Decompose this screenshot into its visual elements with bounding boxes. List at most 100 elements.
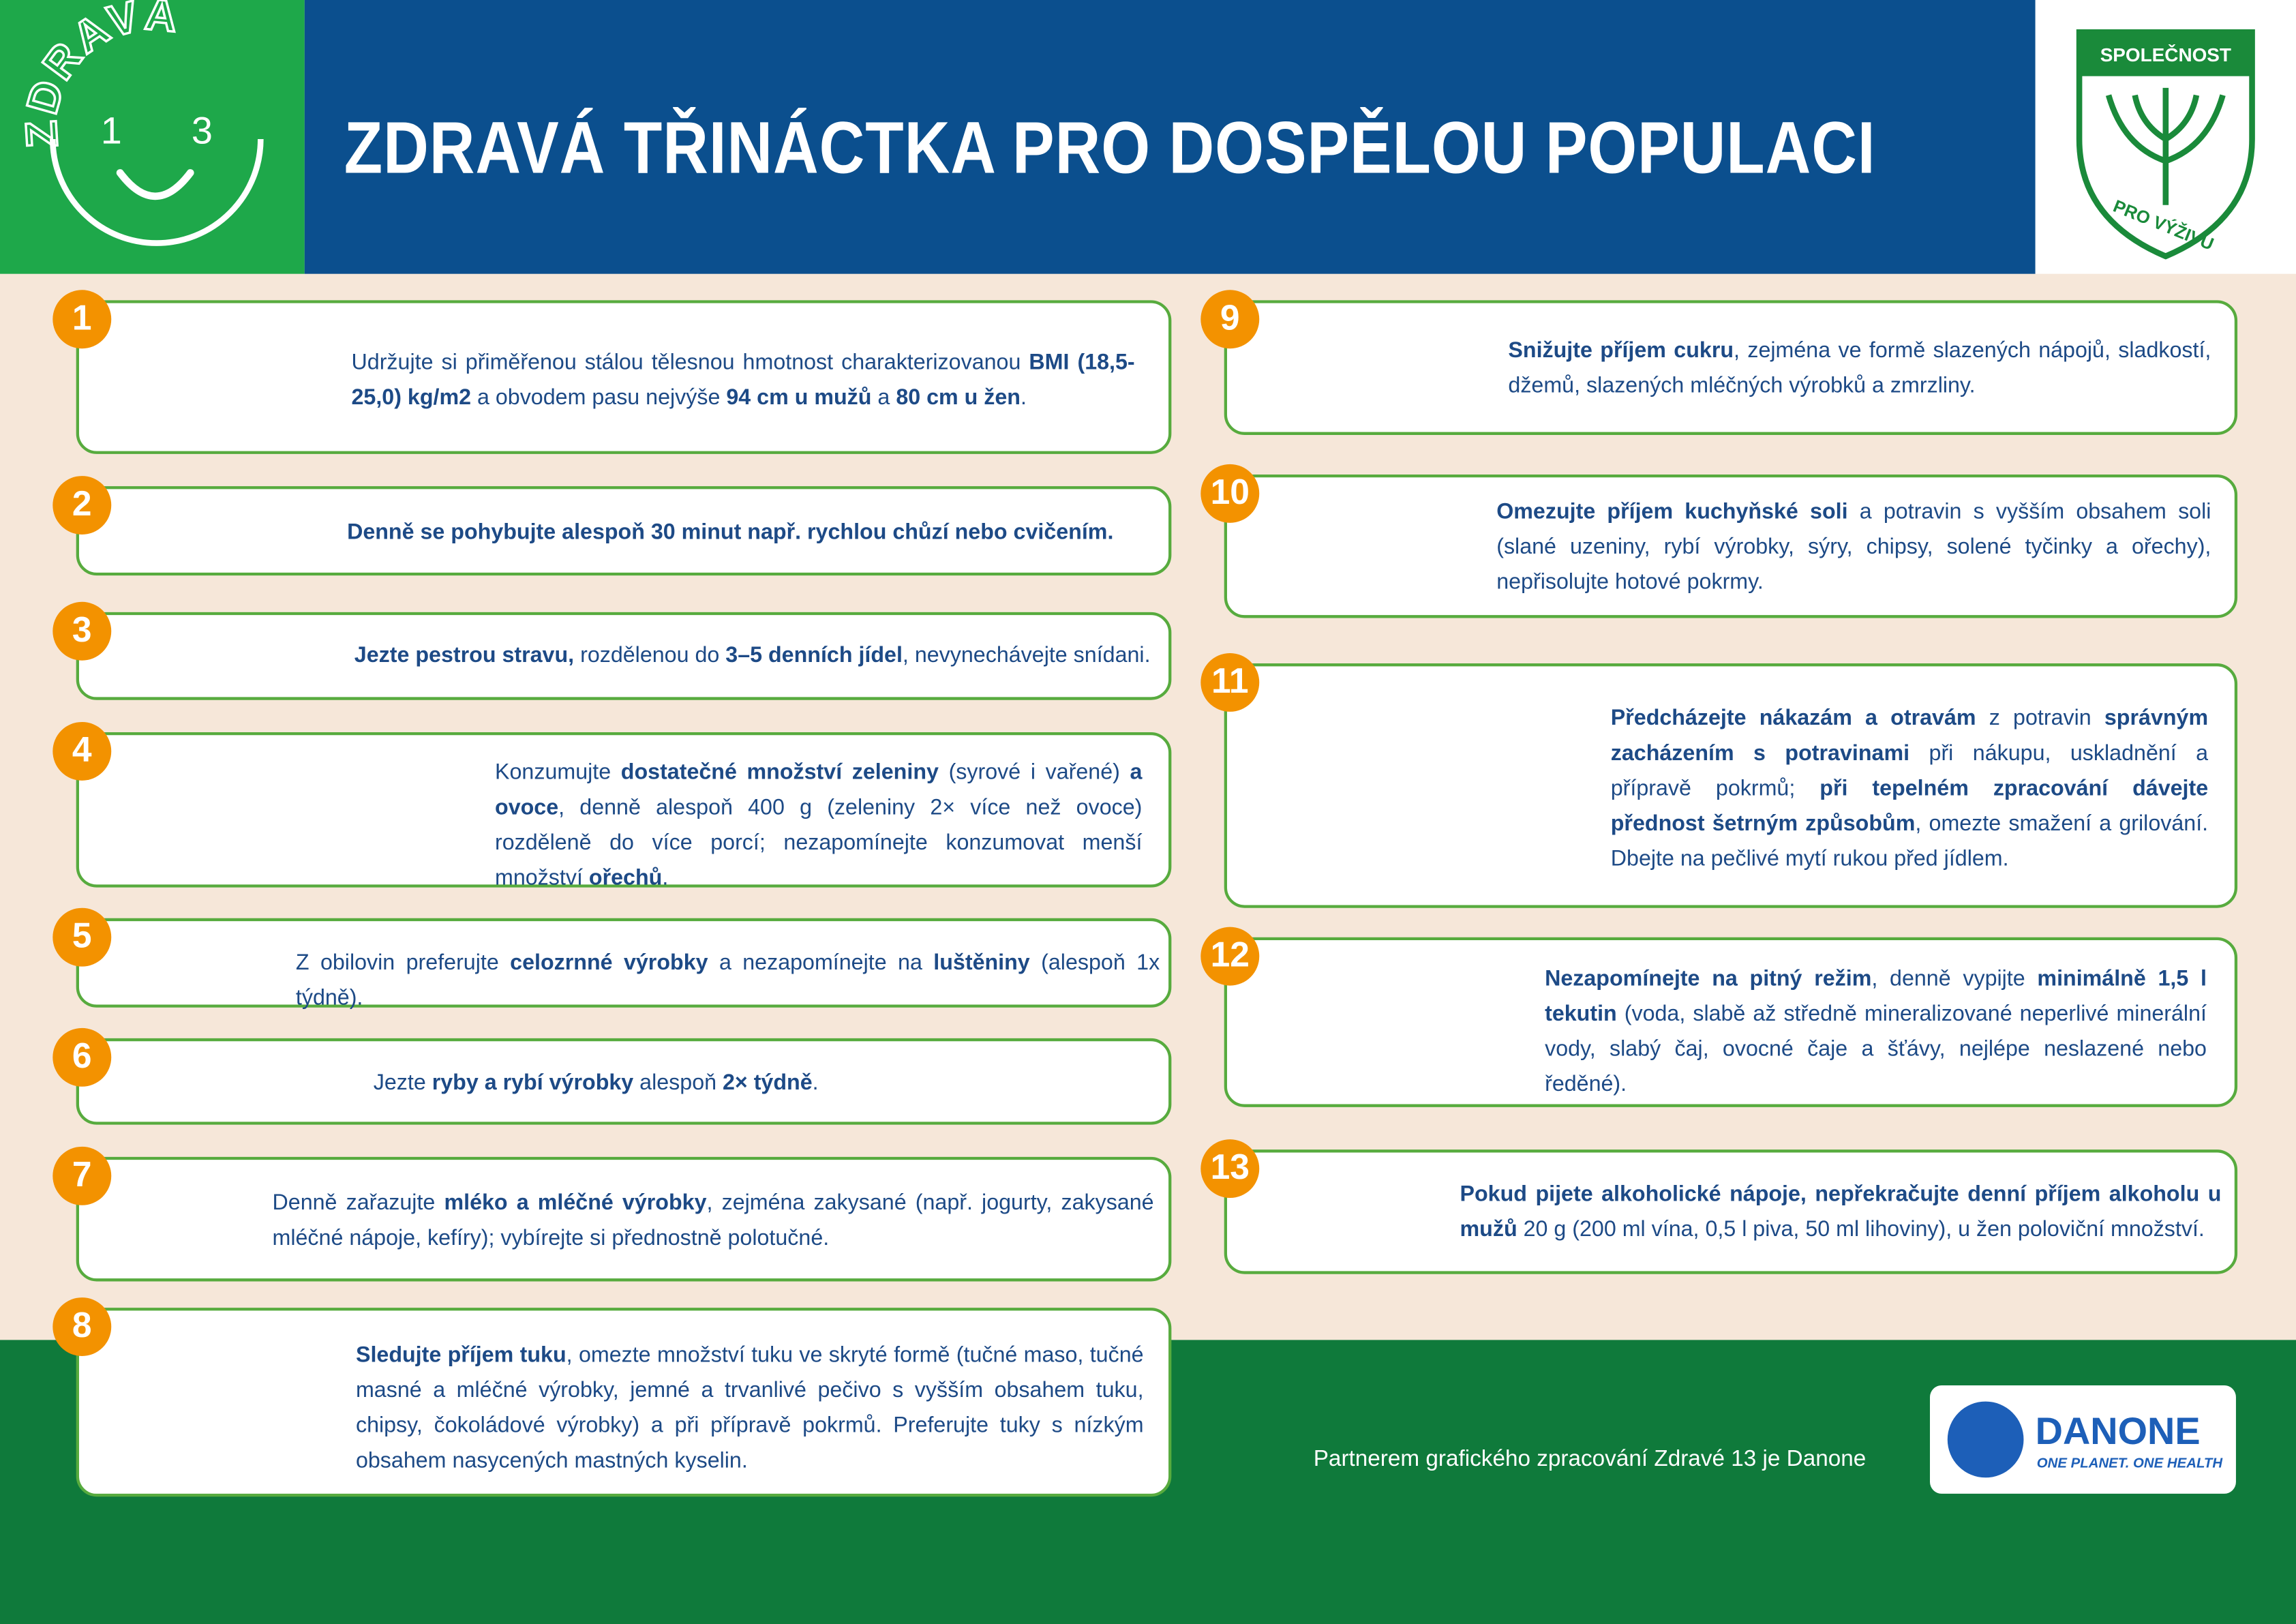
partner-top: SPOLEČNOST: [2100, 44, 2231, 65]
emphasis: luštěniny: [933, 950, 1030, 976]
emphasis: 2× týdně: [723, 1070, 813, 1096]
logo-smile: [116, 169, 194, 200]
item-card: [1224, 663, 2238, 908]
text-run: a nezapomínejte na: [708, 950, 934, 976]
danone-logo: DANONE ONE PLANET. ONE HEALTH: [1930, 1385, 2236, 1494]
item-number: 3: [52, 601, 112, 661]
item-text: Nezapomínejte na pitný režim, denně vypi…: [1545, 962, 2207, 1102]
text-run: , omezte množství tuku ve skryté formě (…: [355, 1342, 1144, 1473]
plant: [2105, 87, 2226, 205]
shield-top: [2079, 32, 2252, 76]
text-run: , zejména zakysané (např. jogurty, zakys…: [272, 1190, 1154, 1251]
text-run: z potravin: [1976, 706, 2104, 731]
danone-name: DANONE: [2036, 1409, 2201, 1452]
item-number: 2: [52, 476, 112, 535]
text-run: Denně zařazujte: [272, 1190, 444, 1216]
emphasis: při tepelném zpracování dávejte přednost…: [1610, 776, 2209, 837]
title: ZDRAVÁ TŘINÁCTKA PRO DOSPĚLOU POPULACI: [344, 106, 1876, 190]
item-number: 7: [52, 1146, 112, 1205]
title-band: [304, 0, 2036, 274]
item-card: [1224, 937, 2238, 1107]
emphasis: Omezujte příjem kuchyňské soli: [1496, 499, 1848, 524]
emphasis: Předcházejte nákazám a otravám: [1610, 706, 1976, 731]
logo-number: 1: [101, 108, 122, 151]
text-run: (syrové i vařené): [938, 760, 1130, 785]
item-card: [1224, 300, 2238, 435]
item-card: [76, 612, 1172, 700]
item-text: Z obilovin preferujte celozrnné výrobky …: [296, 946, 1160, 1017]
item-number: 10: [1200, 464, 1260, 523]
emphasis: ryby a rybí výrobky: [432, 1070, 634, 1096]
emphasis: Nezapomínejte na pitný režim: [1545, 966, 1872, 992]
emphasis: 80 cm u žen: [896, 385, 1021, 410]
item-text: Denně se pohybujte alespoň 30 minut např…: [347, 515, 1152, 551]
item-number: 5: [52, 907, 112, 967]
item-card: [76, 1308, 1172, 1497]
item-card: [76, 1156, 1172, 1282]
text-run: alespoň: [633, 1070, 723, 1096]
item-number: 13: [1200, 1139, 1260, 1199]
item-text: Denně zařazujte mléko a mléčné výrobky, …: [273, 1186, 1154, 1257]
emphasis: Pokud pijete alkoholické nápoje, nepřekr…: [1460, 1182, 2222, 1242]
danone-mark: DANONE ONE PLANET. ONE HEALTH: [1947, 1401, 2224, 1478]
text-run: Jezte: [373, 1070, 432, 1096]
text-run: a: [871, 385, 896, 410]
danone-emblem: [1947, 1401, 2024, 1478]
text-run: Udržujte si přiměřenou stálou tělesnou h…: [351, 350, 1029, 375]
item-number: 6: [52, 1027, 112, 1087]
item-text: Sledujte příjem tuku, omezte množství tu…: [356, 1338, 1144, 1479]
footer-text: Partnerem grafického zpracování Zdravé 1…: [1313, 1447, 1867, 1472]
zdrava-logo: ZDRAVÁ 1 3: [15, 0, 264, 246]
item-text: Snižujte příjem cukru, zejména ve formě …: [1508, 334, 2211, 404]
text-run: , denně alespoň 400 g (zeleniny 2× více …: [495, 795, 1143, 890]
text-run: (alespoň 1x týdně).: [295, 950, 1160, 1011]
emphasis: 3–5 denních jídel: [725, 642, 903, 668]
text-run: (voda, slabě až středně mineralizované n…: [1545, 1002, 2207, 1097]
item-number: 4: [52, 721, 112, 781]
item-text: Konzumujte dostatečné množství zeleniny …: [495, 755, 1142, 896]
emphasis: BMI (18,5-25,0) kg/m2: [351, 350, 1135, 410]
emphasis: minimálně 1,5 l tekutin: [1545, 966, 2207, 1027]
text-run: Z obilovin preferujte: [295, 950, 511, 976]
item-number: 1: [52, 290, 112, 349]
emphasis: celozrnné výrobky: [510, 950, 708, 976]
text-run: a potravin s vyšším obsahem soli (slané …: [1496, 499, 2211, 595]
text-run: a obvodem pasu nejvýše: [471, 385, 727, 410]
text-run: při nákupu, uskladnění a přípravě pokrmů…: [1610, 740, 2209, 801]
partner-logo: SPOLEČNOST PRO VÝŽIVU: [2076, 29, 2255, 260]
emphasis: správným zacházením s potravinami: [1610, 706, 2209, 766]
text-run: 20 g (200 ml vína, 0,5 l piva, 50 ml lih…: [1517, 1216, 2205, 1242]
danone-tagline: ONE PLANET. ONE HEALTH: [2037, 1456, 2224, 1471]
emphasis: Snižujte příjem cukru: [1508, 338, 1734, 363]
text-run: , zejména ve formě slazených nápojů, sla…: [1508, 338, 2211, 399]
item-card: [76, 1038, 1172, 1125]
item-text: Pokud pijete alkoholické nápoje, nepřekr…: [1460, 1177, 2222, 1248]
emphasis: Denně se pohybujte alespoň 30 minut např…: [347, 520, 1114, 545]
item-number: 11: [1200, 652, 1260, 712]
text-run: .: [662, 865, 669, 890]
item-number: 12: [1200, 927, 1260, 986]
logo-circle: [50, 139, 264, 246]
emphasis: 94 cm u mužů: [726, 385, 872, 410]
text-run: Konzumujte: [495, 760, 621, 785]
text-run: .: [1020, 385, 1027, 410]
emphasis: Sledujte příjem tuku: [355, 1342, 567, 1368]
emphasis: dostatečné množství zeleniny: [620, 760, 939, 785]
item-card: [76, 732, 1172, 888]
item-text: Jezte ryby a rybí výrobky alespoň 2× týd…: [374, 1066, 1149, 1102]
logo-number: 3: [192, 108, 213, 151]
item-text: Jezte pestrou stravu, rozdělenou do 3–5 …: [354, 639, 1153, 674]
emphasis: Jezte pestrou stravu,: [354, 642, 575, 668]
item-card: [76, 918, 1172, 1008]
item-number: 8: [52, 1297, 112, 1357]
logo-panel: [0, 0, 305, 274]
item-number: 9: [1200, 290, 1260, 349]
item-text: Udržujte si přiměřenou stálou tělesnou h…: [352, 346, 1135, 416]
item-card: [1224, 474, 2238, 618]
text-run: rozdělenou do: [574, 642, 726, 668]
item-text: Omezujte příjem kuchyňské soli a potravi…: [1496, 495, 2211, 601]
item-card: [1224, 1149, 2238, 1274]
